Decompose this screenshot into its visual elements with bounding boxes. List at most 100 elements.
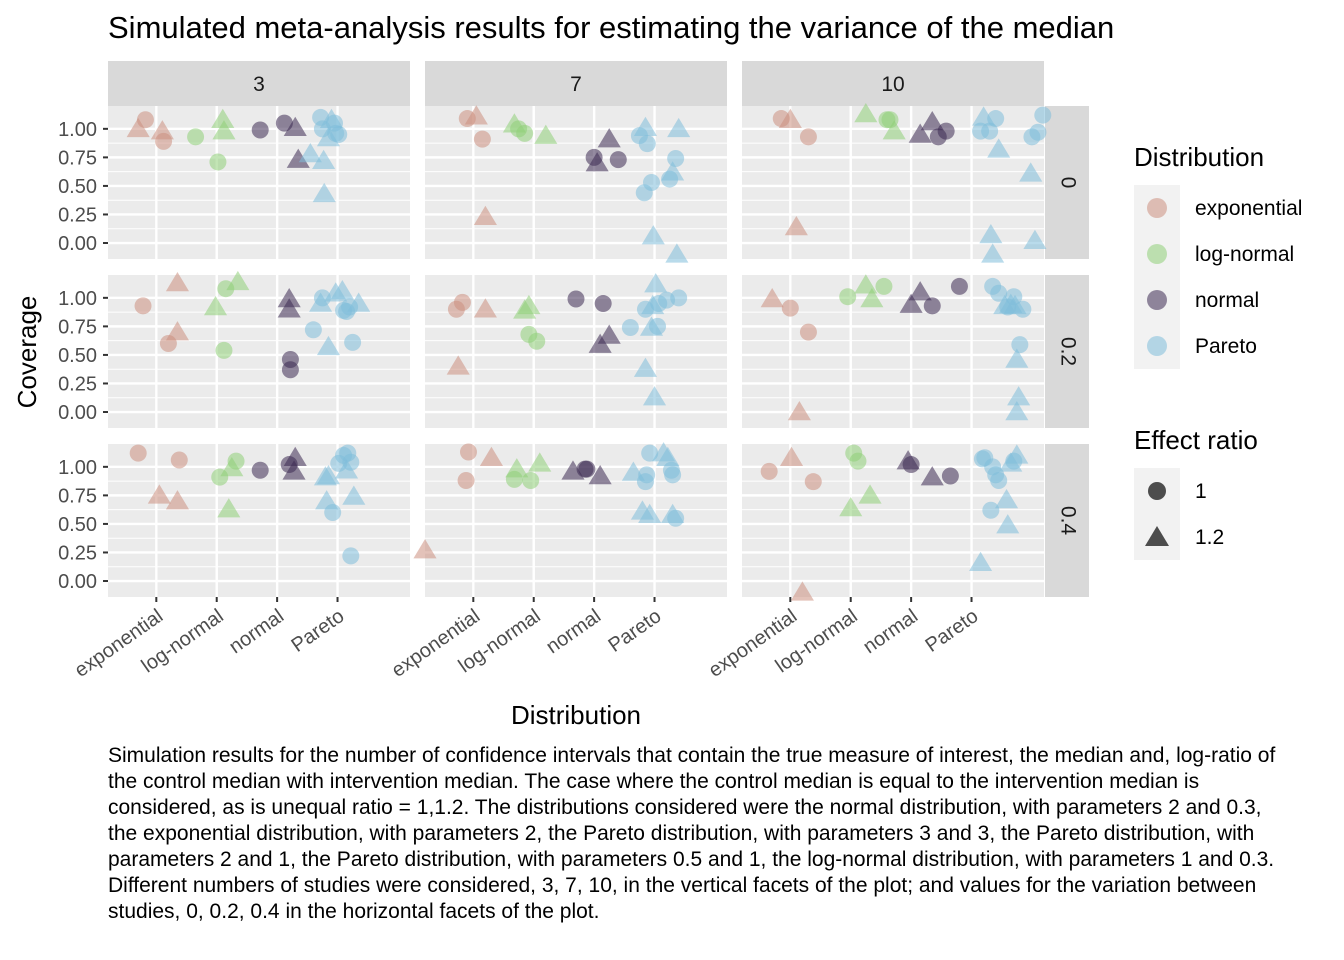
data-point-pareto [312, 149, 336, 170]
data-point-pareto [316, 335, 341, 356]
y-tick-label: 1.00 [58, 119, 97, 141]
data-point-normal [597, 128, 621, 148]
data-point-pareto [638, 466, 656, 484]
data-point-pareto [313, 289, 331, 307]
data-point-pareto [1023, 229, 1047, 249]
x-tick-label: Pareto [604, 605, 665, 657]
legend-shape-label: 1.2 [1195, 526, 1224, 549]
legend-shape-title: Effect ratio [1134, 425, 1258, 455]
data-point-pareto [987, 138, 1011, 158]
data-point-pareto [644, 273, 668, 293]
chart-title: Simulated meta-analysis results for esti… [108, 10, 1114, 45]
x-tick-label: normal [859, 605, 922, 658]
data-point-pareto [298, 142, 322, 163]
data-point-log-normal [849, 452, 867, 470]
data-point-exponential [453, 293, 471, 311]
data-point-pareto [982, 501, 1000, 519]
data-point-exponential [760, 287, 784, 308]
data-point-log-normal [505, 458, 529, 478]
data-point-pareto [1007, 386, 1031, 406]
data-point-exponential [129, 444, 147, 462]
data-point-exponential [464, 105, 488, 125]
data-point-normal [950, 277, 968, 295]
data-point-normal [578, 460, 596, 478]
data-point-exponential [147, 484, 171, 504]
data-point-normal [567, 290, 585, 308]
data-point-log-normal [528, 452, 552, 472]
data-point-pareto [633, 116, 658, 136]
data-point-normal [920, 466, 944, 486]
data-point-pareto [641, 444, 659, 462]
data-point-log-normal [227, 452, 245, 470]
legend-swatch [1147, 290, 1167, 310]
data-point-pareto [1029, 123, 1047, 141]
data-point-normal [585, 152, 609, 172]
data-point-log-normal [212, 120, 236, 140]
data-point-pareto [667, 117, 691, 138]
data-point-normal [283, 116, 307, 136]
x-tick-label: normal [542, 605, 605, 658]
data-point-normal [609, 151, 627, 169]
legend-triangle-icon [1145, 526, 1169, 546]
data-point-exponential [799, 323, 817, 341]
data-point-exponential [155, 132, 173, 150]
data-point-log-normal [858, 484, 882, 504]
data-point-normal [275, 114, 293, 132]
data-point-exponential [804, 473, 822, 491]
data-point-exponential [799, 128, 817, 146]
data-point-normal [286, 148, 310, 168]
data-point-log-normal [217, 498, 241, 518]
legend-swatch [1147, 198, 1167, 218]
data-point-exponential [781, 299, 799, 317]
data-point-normal [251, 461, 269, 479]
data-point-pareto [1005, 401, 1029, 421]
data-point-normal [281, 361, 299, 379]
column-strip-label: 7 [570, 73, 582, 96]
data-point-normal [908, 281, 932, 301]
data-point-log-normal [187, 128, 205, 146]
data-point-log-normal [882, 120, 906, 140]
data-point-log-normal [875, 277, 893, 295]
points-layer [126, 102, 1052, 601]
y-tick-label: 0.75 [58, 316, 97, 338]
y-tick-label: 0.00 [58, 571, 97, 593]
data-point-pareto [1014, 300, 1032, 318]
data-point-log-normal [215, 341, 233, 359]
y-tick-label: 0.50 [58, 345, 97, 367]
data-point-pareto [316, 464, 341, 485]
data-point-pareto [642, 386, 667, 406]
data-point-normal [277, 298, 301, 318]
data-point-pareto [1034, 106, 1052, 124]
data-point-pareto [987, 110, 1005, 128]
x-tick-label: Pareto [921, 605, 982, 657]
data-point-pareto [981, 243, 1005, 263]
data-point-pareto [990, 472, 1008, 490]
data-point-pareto [641, 225, 665, 245]
figure-caption: Simulation results for the number of con… [108, 744, 1276, 923]
data-point-exponential [457, 472, 475, 490]
data-point-pareto [969, 551, 993, 571]
row-strip [1045, 444, 1089, 597]
y-tick-label: 1.00 [58, 457, 97, 479]
y-tick-label: 0.75 [58, 147, 97, 169]
data-point-pareto [304, 321, 322, 339]
data-point-pareto [990, 284, 1008, 302]
column-strip-label: 3 [253, 73, 265, 96]
column-strip-label: 10 [881, 73, 904, 96]
legend-color-label: normal [1195, 289, 1259, 312]
data-point-pareto [1005, 348, 1029, 368]
data-point-normal [908, 123, 932, 143]
data-point-log-normal [839, 496, 863, 517]
data-point-pareto [330, 279, 354, 300]
data-point-log-normal [516, 124, 534, 142]
legend-shape-label: 1 [1195, 480, 1207, 503]
data-point-exponential [134, 297, 152, 315]
data-point-pareto [981, 122, 999, 140]
data-point-normal [251, 121, 269, 139]
legend-swatch [1147, 336, 1167, 356]
data-point-normal [920, 110, 944, 131]
data-point-log-normal [211, 108, 235, 128]
row-strip [1045, 275, 1089, 428]
data-point-pareto [633, 357, 658, 377]
data-point-exponential [473, 205, 497, 226]
